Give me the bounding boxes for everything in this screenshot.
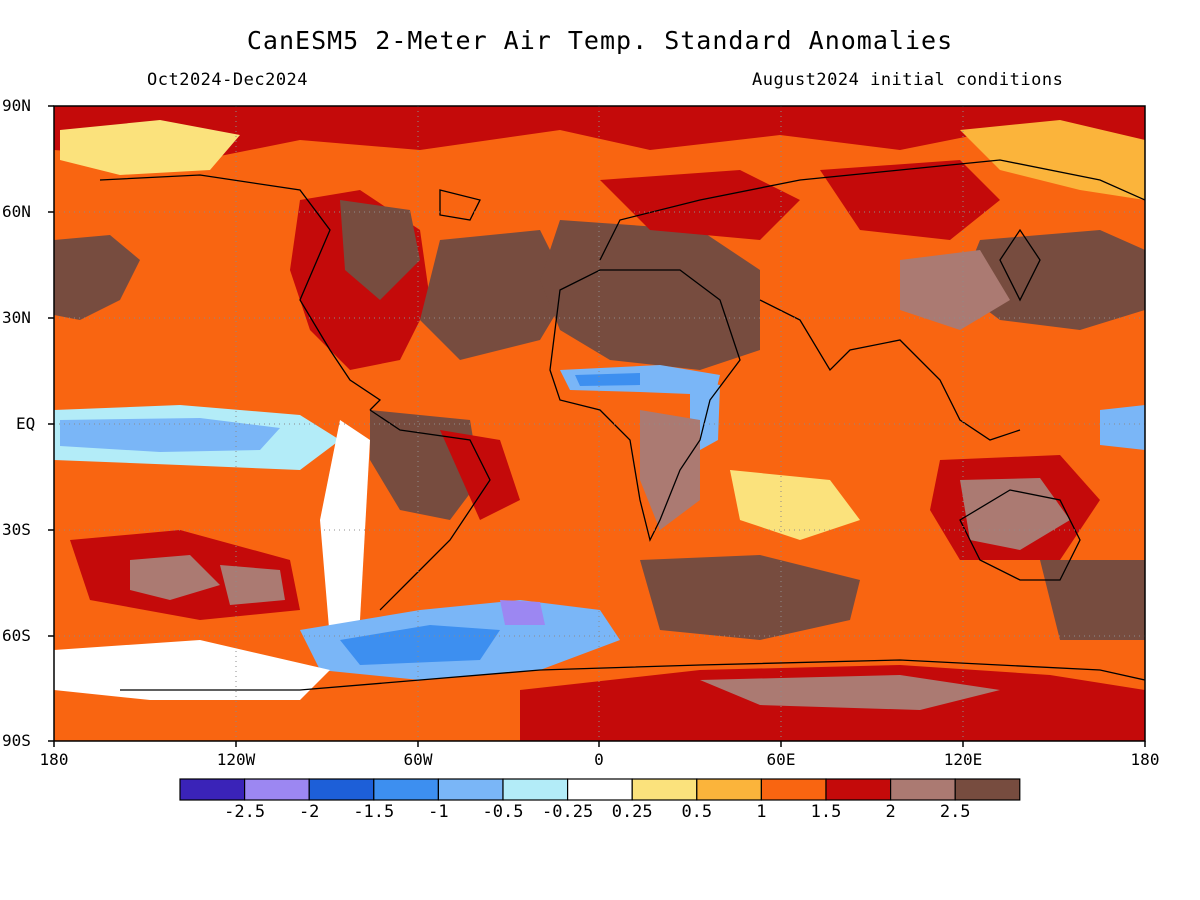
colorbar-label: 2.5	[939, 802, 971, 822]
field-arctic-red	[54, 106, 1145, 160]
lon-label-180w: 180	[39, 750, 69, 769]
map-title: CanESM5 2-Meter Air Temp. Standard Anoma…	[246, 26, 954, 55]
field-npacific-brown	[54, 235, 140, 320]
colorbar-swatch	[373, 778, 439, 801]
lon-label-60e: 60E	[766, 750, 796, 769]
colorbar-swatch	[566, 778, 633, 801]
field-eurasia-brown	[540, 220, 760, 370]
lat-label-30n: 30N	[2, 308, 31, 327]
colorbar-swatch	[760, 778, 827, 801]
lat-label-90n: 90N	[2, 96, 31, 115]
colorbar-swatch	[696, 778, 762, 801]
lon-label-180e: 180	[1130, 750, 1160, 769]
colorbar-swatch	[825, 778, 892, 801]
lon-label-0: 0	[594, 750, 604, 769]
lat-label-eq: EQ	[16, 414, 36, 433]
lat-label-30s: 30S	[2, 520, 31, 539]
lat-label-60s: 60S	[2, 626, 31, 645]
colorbar-label: -2	[298, 802, 320, 822]
colorbar-swatch	[437, 778, 504, 801]
colorbar-swatch	[889, 778, 956, 801]
colorbar-swatch	[308, 778, 375, 801]
axis-ticks	[48, 105, 1146, 747]
lon-label-120w: 120W	[216, 750, 256, 769]
colorbar-label: -1.5	[353, 802, 395, 822]
colorbar-label: -0.25	[542, 802, 594, 822]
colorbar-label: 0.25	[611, 802, 653, 822]
coastlines	[99, 159, 1145, 691]
colorbar-label: 1.5	[810, 802, 842, 822]
colorbar-label: -2.5	[224, 802, 266, 822]
colorbar	[179, 778, 1021, 801]
gridlines	[54, 106, 1145, 741]
lon-label-60w: 60W	[403, 750, 433, 769]
field-indian-brown	[640, 555, 860, 640]
lat-label-60n: 60N	[2, 202, 31, 221]
lat-label-90s: 90S	[2, 731, 31, 750]
colorbar-swatch	[954, 778, 1021, 801]
colorbar-label: -1	[428, 802, 449, 822]
colorbar-label: 2	[885, 802, 896, 822]
colorbar-label: -0.5	[482, 802, 524, 822]
colorbar-swatch	[502, 778, 569, 801]
lon-label-120e: 120E	[943, 750, 983, 769]
initial-conditions: August2024 initial conditions	[752, 70, 1064, 90]
colorbar-label: 0.5	[681, 802, 713, 822]
forecast-period: Oct2024-Dec2024	[147, 70, 309, 90]
colorbar-swatch	[244, 778, 310, 801]
field-namerica-brown	[340, 200, 420, 300]
colorbar-swatch	[631, 778, 698, 801]
colorbar-label: 1	[756, 802, 767, 822]
colorbar-swatch	[179, 778, 246, 801]
